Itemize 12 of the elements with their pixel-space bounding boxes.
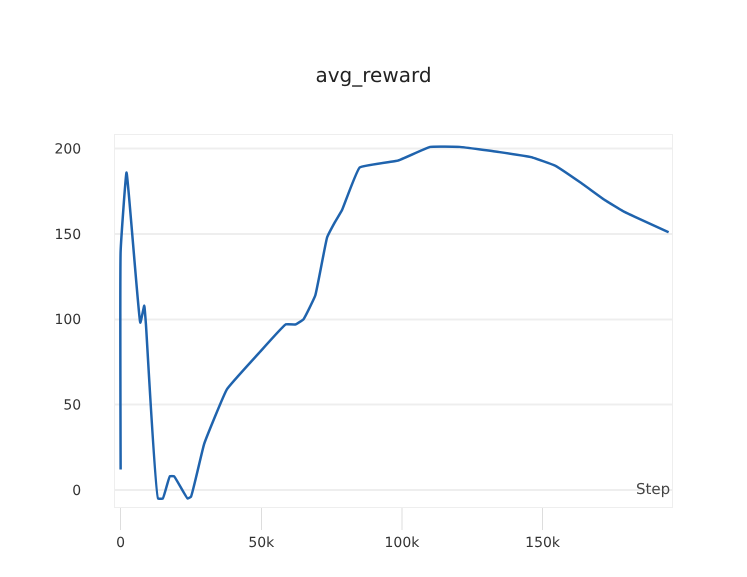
x-tick-label: 0 <box>116 534 126 551</box>
chart-title: avg_reward <box>315 63 432 88</box>
y-tick-label: 100 <box>54 312 82 328</box>
x-tick-label: 150k <box>525 534 561 551</box>
x-tick-label: 100k <box>384 534 420 551</box>
y-tick-label: 50 <box>63 398 82 414</box>
y-tick-label: 200 <box>54 142 82 158</box>
y-tick-label: 150 <box>54 226 82 243</box>
x-axis-title: Step <box>636 480 670 498</box>
line-series <box>119 145 670 500</box>
x-tick-label: 50k <box>248 534 276 551</box>
y-tick-label: 0 <box>72 482 82 499</box>
